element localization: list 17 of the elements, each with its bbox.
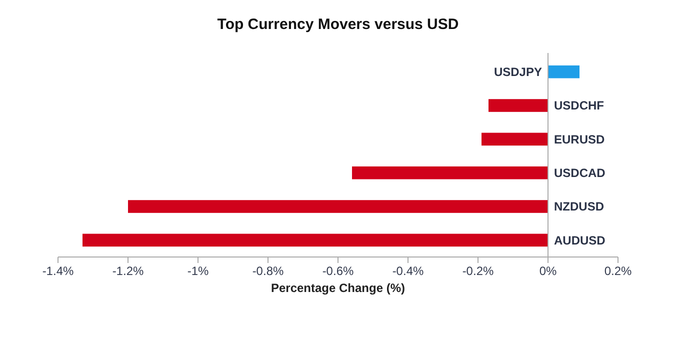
chart-title: Top Currency Movers versus USD <box>217 16 459 33</box>
x-tick-label: -0.8% <box>252 264 284 278</box>
y-tick-label: NZDUSD <box>554 200 604 214</box>
y-tick-label: USDCHF <box>554 98 604 113</box>
x-tick-label: -0.2% <box>462 264 494 278</box>
x-tick-label: 0.2% <box>604 264 632 278</box>
y-tick-label: USDJPY <box>494 65 542 80</box>
x-tick-label: 0% <box>539 264 557 278</box>
x-tick-label: -0.6% <box>322 264 354 278</box>
y-tick-label: USDCAD <box>554 166 606 180</box>
x-tick-label: -1.2% <box>112 264 144 278</box>
x-tick-label: -0.4% <box>392 264 424 278</box>
y-tick-label: AUDUSD <box>554 233 606 248</box>
x-axis-title: Percentage Change (%) <box>270 281 406 295</box>
x-tick-label: -1.4% <box>42 264 74 278</box>
y-tick-label: EURUSD <box>554 132 606 146</box>
x-tick-label: -1% <box>187 264 209 278</box>
